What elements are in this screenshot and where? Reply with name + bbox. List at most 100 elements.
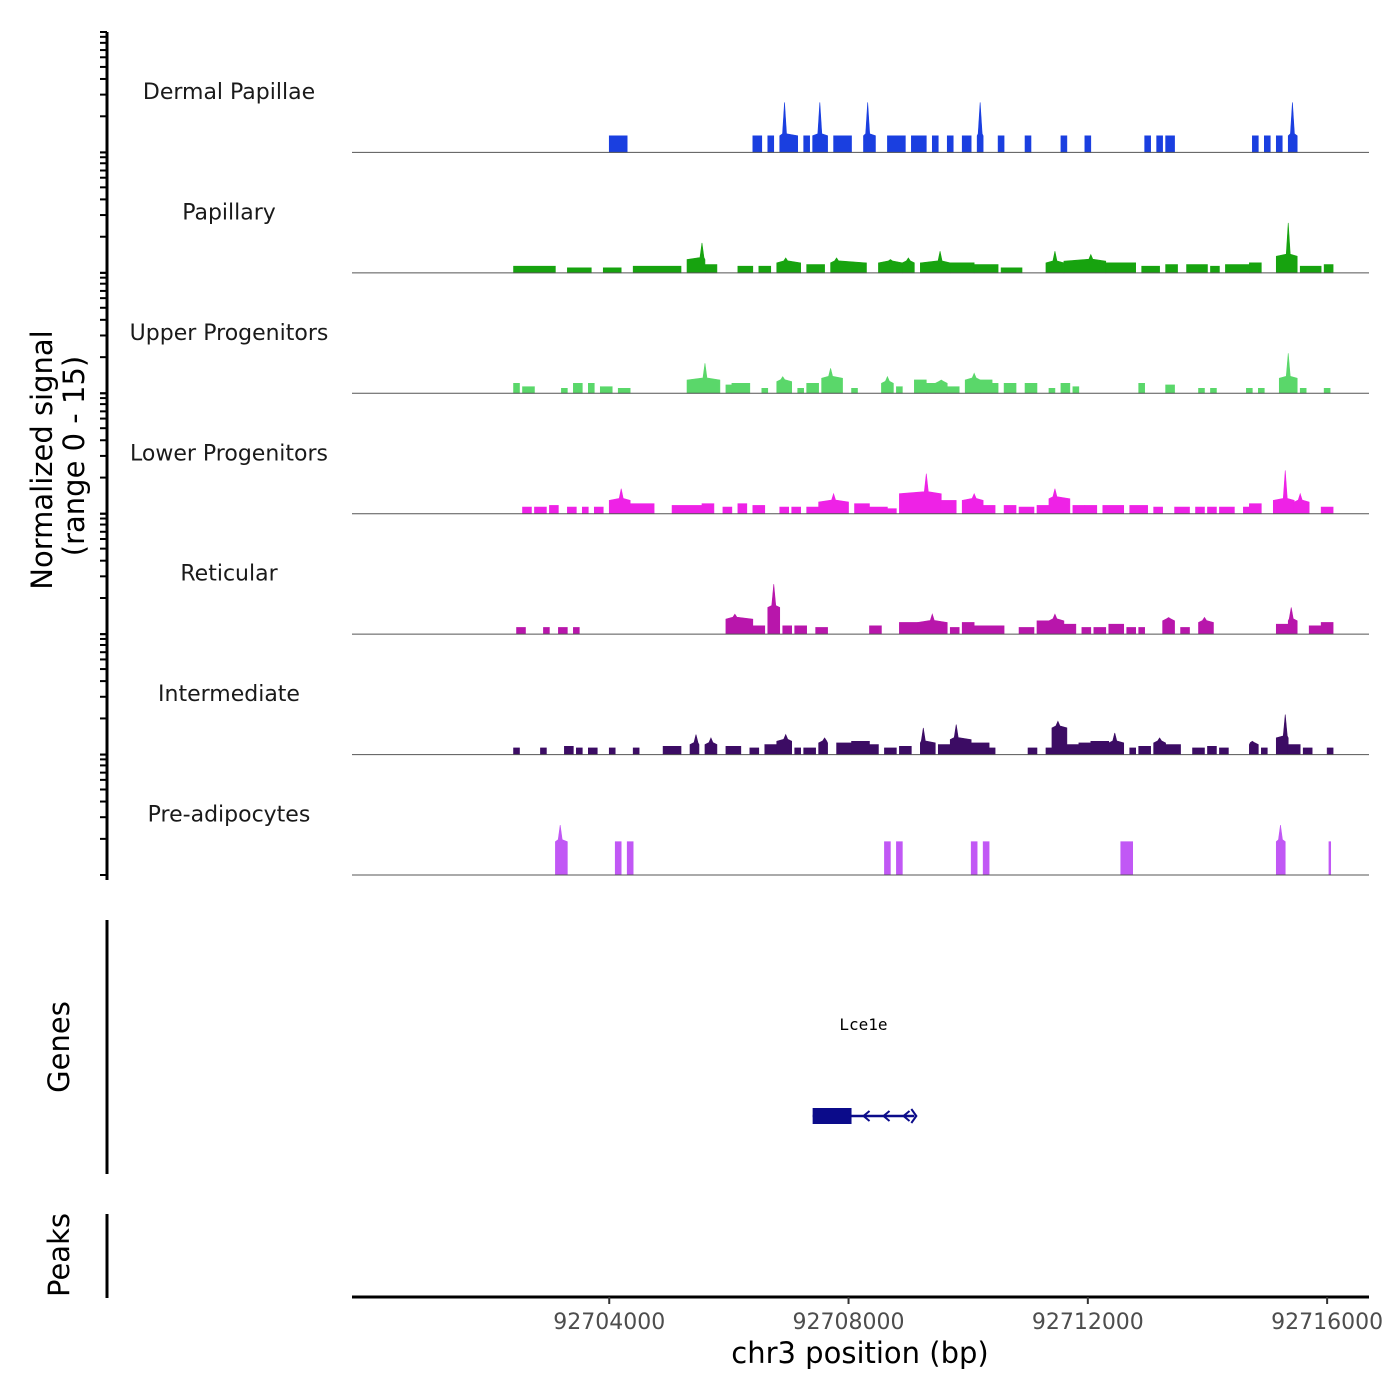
signal-segment-reticular-30: [1287, 607, 1298, 635]
signal-segment-lower-progenitors-3: [567, 506, 577, 515]
gene-label-lce1e: Lce1e: [839, 1015, 887, 1034]
signal-segment-papillary-1: [567, 267, 592, 274]
signal-segment-intermediate-0: [513, 747, 520, 755]
signal-segment-papillary-7: [758, 265, 772, 274]
gene-exon-0: [812, 1108, 852, 1124]
signal-segment-upper-progenitors-13: [806, 382, 819, 394]
signal-segment-intermediate-6: [632, 747, 640, 755]
track-upper-progenitors: Upper Progenitors: [130, 321, 1369, 394]
signal-segment-papillary-13: [920, 251, 951, 274]
signal-segment-upper-progenitors-24: [991, 382, 999, 394]
signal-segment-dermal-papillae-16: [1060, 135, 1068, 153]
signal-segment-intermediate-33: [1108, 732, 1125, 755]
signal-segment-reticular-10: [869, 625, 882, 635]
track-label-upper-progenitors: Upper Progenitors: [130, 321, 329, 346]
signal-segment-intermediate-46: [1326, 747, 1334, 755]
signal-segment-upper-progenitors-28: [1060, 382, 1071, 394]
signal-segment-upper-progenitors-35: [1258, 387, 1265, 394]
gene-lce1e: Lce1e: [812, 1015, 918, 1124]
signal-segment-reticular-22: [1093, 627, 1107, 635]
signal-segment-upper-progenitors-15: [851, 387, 858, 394]
signal-segment-intermediate-9: [704, 737, 718, 755]
signal-segment-pre-adipocytes-4: [896, 841, 903, 876]
signal-segment-upper-progenitors-32: [1198, 387, 1205, 394]
signal-segment-reticular-27: [1180, 627, 1190, 635]
signal-segment-intermediate-42: [1261, 747, 1268, 755]
signal-segment-dermal-papillae-18: [1144, 135, 1151, 153]
signal-segment-intermediate-25: [970, 742, 990, 755]
signal-segment-reticular-32: [1320, 622, 1334, 635]
signal-segment-lower-progenitors-4: [582, 506, 589, 515]
track-papillary: Papillary: [182, 200, 1369, 274]
signal-segment-intermediate-7: [662, 745, 682, 755]
signal-segment-upper-progenitors-3: [573, 382, 583, 394]
signal-segment-intermediate-34: [1129, 747, 1136, 755]
signal-segment-upper-progenitors-37: [1299, 387, 1307, 394]
signal-segment-lower-progenitors-30: [1102, 505, 1125, 515]
signal-segment-dermal-papillae-21: [1252, 135, 1259, 153]
signal-segment-lower-progenitors-16: [818, 492, 849, 515]
signal-segment-papillary-0: [513, 265, 556, 274]
signal-segment-dermal-papillae-10: [931, 135, 939, 153]
signal-segment-lower-progenitors-21: [940, 500, 957, 515]
signal-segment-papillary-26: [1275, 222, 1298, 274]
signal-segment-lower-progenitors-36: [1219, 506, 1235, 515]
signal-segment-reticular-8: [794, 625, 807, 635]
signal-segment-reticular-14: [961, 622, 975, 635]
signal-segment-papillary-28: [1323, 264, 1334, 274]
signal-segment-intermediate-24: [949, 724, 972, 755]
signal-segment-papillary-9: [806, 264, 825, 274]
signal-segment-reticular-11: [899, 622, 918, 635]
signal-segment-intermediate-26: [988, 747, 996, 755]
signal-segment-upper-progenitors-5: [599, 386, 613, 394]
signal-segment-intermediate-36: [1153, 737, 1166, 755]
signal-segment-reticular-28: [1198, 616, 1214, 635]
signal-segment-upper-progenitors-29: [1072, 386, 1080, 394]
signal-segment-pre-adipocytes-5: [970, 841, 978, 876]
signal-segment-upper-progenitors-0: [513, 382, 520, 394]
signal-segment-reticular-9: [815, 627, 828, 635]
signal-segment-intermediate-40: [1219, 747, 1229, 755]
track-label-lower-progenitors: Lower Progenitors: [130, 441, 328, 466]
signal-segment-upper-progenitors-16: [881, 375, 894, 394]
signal-segment-papillary-12: [902, 257, 915, 274]
signal-segment-intermediate-45: [1302, 747, 1313, 755]
signal-segment-dermal-papillae-22: [1264, 135, 1271, 153]
signal-segment-lower-progenitors-25: [1018, 506, 1035, 515]
signal-segment-papillary-8: [776, 257, 801, 274]
signal-segment-reticular-15: [973, 625, 993, 635]
signal-segment-lower-progenitors-20: [899, 473, 942, 515]
signal-segment-dermal-papillae-6: [833, 135, 852, 153]
signal-segment-intermediate-1: [540, 747, 547, 755]
signal-segment-lower-progenitors-37: [1243, 506, 1250, 515]
signal-segment-papillary-11: [878, 259, 903, 274]
signal-segment-dermal-papillae-11: [946, 135, 954, 153]
signal-segment-intermediate-20: [884, 747, 897, 755]
signal-segment-papillary-23: [1210, 265, 1220, 274]
signal-segment-upper-progenitors-33: [1210, 387, 1217, 394]
signal-segment-intermediate-31: [1078, 742, 1092, 755]
signal-segment-upper-progenitors-7: [686, 363, 721, 394]
signal-segment-reticular-20: [1063, 623, 1077, 635]
signal-segment-lower-progenitors-11: [737, 503, 748, 515]
signal-segment-lower-progenitors-5: [593, 506, 604, 515]
signal-segment-papillary-20: [1141, 265, 1160, 274]
signal-segment-upper-progenitors-26: [1024, 382, 1038, 394]
signal-segment-reticular-3: [573, 627, 580, 635]
signal-segment-upper-progenitors-18: [914, 379, 927, 394]
signal-segment-lower-progenitors-34: [1195, 506, 1205, 515]
signal-segment-intermediate-4: [588, 747, 598, 755]
signal-segment-intermediate-13: [776, 733, 793, 755]
signal-segment-intermediate-43: [1275, 714, 1289, 755]
signal-segment-upper-progenitors-36: [1278, 353, 1298, 394]
signal-segment-pre-adipocytes-3: [884, 841, 891, 876]
signal-segment-lower-progenitors-33: [1174, 506, 1190, 515]
signal-segment-upper-progenitors-20: [934, 379, 948, 394]
track-label-reticular: Reticular: [180, 562, 278, 587]
signal-segment-reticular-18: [1036, 620, 1050, 635]
signal-segment-intermediate-44: [1287, 744, 1301, 755]
signal-segment-intermediate-14: [794, 747, 801, 755]
strand-arrow-2: [901, 1110, 911, 1122]
signal-segment-intermediate-30: [1066, 744, 1080, 755]
signal-segment-dermal-papillae-17: [1084, 135, 1092, 153]
